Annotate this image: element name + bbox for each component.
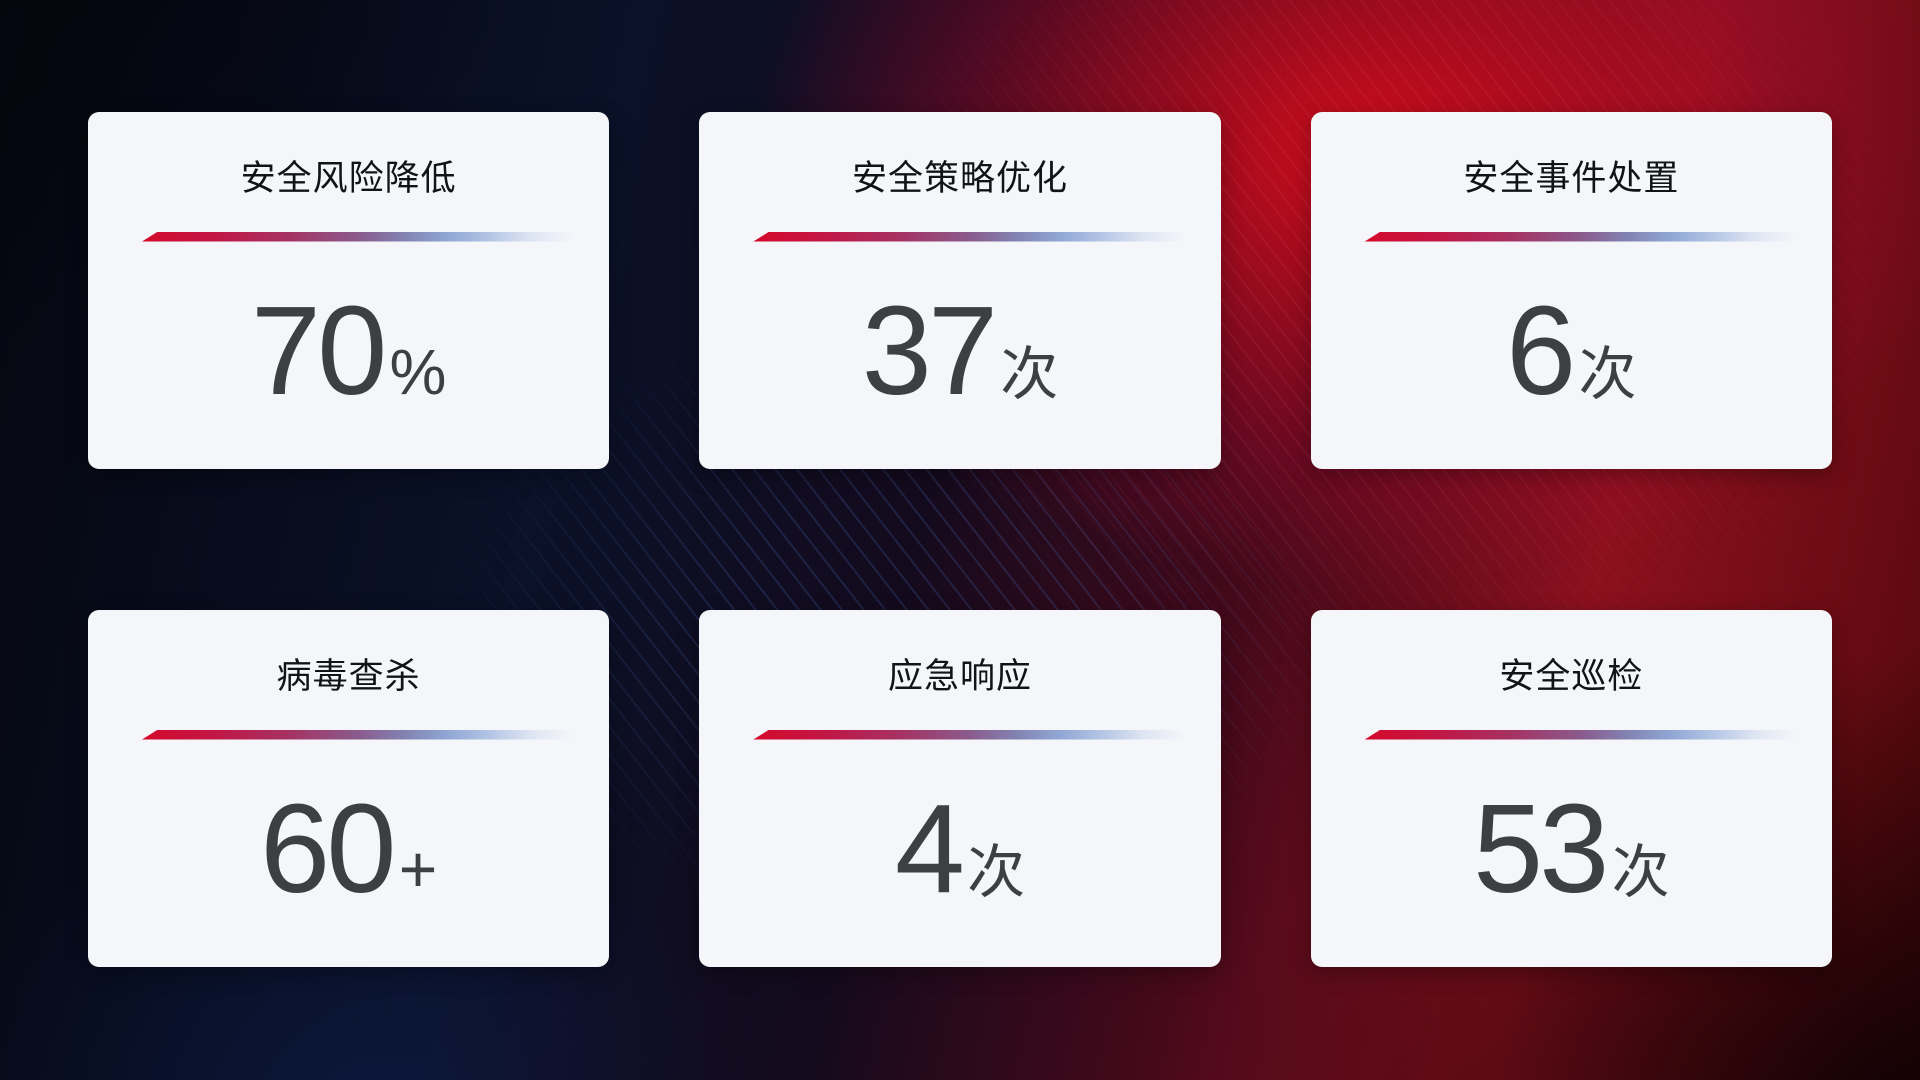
accent-divider-line — [142, 729, 574, 740]
stat-unit: 次 — [1611, 839, 1670, 905]
stat-value-row: 53 次 — [1311, 777, 1832, 919]
stat-value: 53 — [1473, 777, 1609, 919]
stat-card-incident-handling: 安全事件处置 6 次 — [1310, 112, 1832, 469]
accent-divider-line — [753, 231, 1185, 242]
card-title: 安全事件处置 — [1463, 159, 1680, 198]
stat-card-emergency-response: 应急响应 4 次 — [699, 610, 1221, 967]
stat-unit: + — [398, 831, 438, 906]
stat-value-row: 37 次 — [699, 279, 1220, 421]
stat-value-row: 60 + — [88, 777, 609, 919]
stat-value-row: 4 次 — [699, 777, 1220, 919]
stat-value: 60 — [260, 777, 396, 919]
stat-value: 70 — [250, 279, 387, 421]
stat-unit: 次 — [967, 839, 1026, 905]
card-title: 应急响应 — [887, 657, 1032, 696]
card-title: 病毒查杀 — [276, 657, 421, 696]
stat-value: 6 — [1506, 279, 1576, 421]
card-title: 安全风险降低 — [240, 159, 457, 198]
accent-divider-line — [1364, 231, 1796, 242]
card-title: 安全策略优化 — [851, 159, 1068, 198]
accent-divider-line — [1364, 729, 1796, 740]
stat-card-grid: 安全风险降低 70 % 安全策略优化 37 次 安全事件处置 6 次 病毒查杀 … — [88, 112, 1832, 967]
stat-card-policy-optimization: 安全策略优化 37 次 — [699, 112, 1221, 469]
stat-unit: 次 — [1578, 341, 1637, 407]
stat-unit: 次 — [1000, 341, 1059, 407]
accent-divider-line — [753, 729, 1185, 740]
stat-unit: % — [389, 335, 447, 408]
stat-value: 4 — [894, 777, 965, 919]
stat-card-security-risk-reduction: 安全风险降低 70 % — [88, 112, 610, 469]
card-title: 安全巡检 — [1499, 657, 1644, 696]
stat-value-row: 70 % — [88, 279, 609, 421]
stat-value-row: 6 次 — [1311, 279, 1832, 421]
accent-divider-line — [142, 231, 574, 242]
stat-card-virus-scan: 病毒查杀 60 + — [88, 610, 610, 967]
stat-value: 37 — [861, 279, 998, 421]
stat-card-security-inspection: 安全巡检 53 次 — [1310, 610, 1832, 967]
